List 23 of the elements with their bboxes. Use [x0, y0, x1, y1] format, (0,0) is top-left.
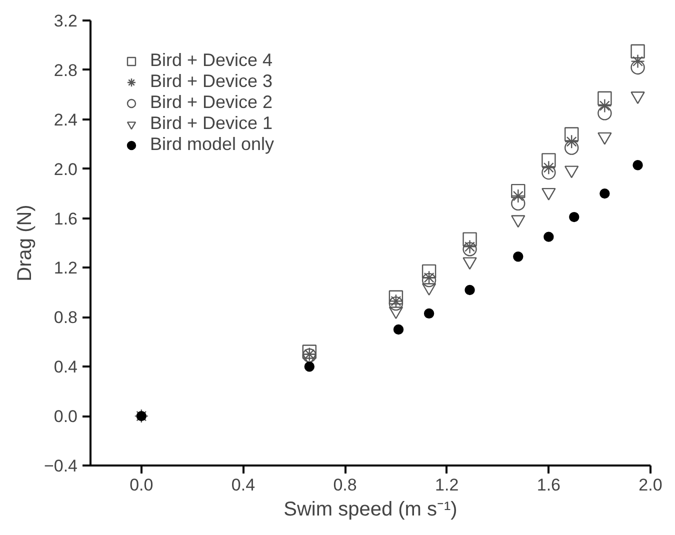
y-tick-label: 1.2 [54, 258, 78, 278]
y-tick-label: 1.6 [54, 209, 78, 228]
y-tick-label: 0.4 [54, 358, 78, 377]
legend-label: Bird + Device 4 [150, 50, 273, 71]
x-tick-label: 2.0 [638, 476, 662, 494]
legend-label: Bird + Device 3 [150, 71, 273, 92]
y-tick-label: 0.0 [54, 407, 78, 426]
y-tick-label: 2.0 [54, 160, 78, 179]
y-axis-title: Drag (N) [14, 204, 36, 282]
x-tick-label: 0.4 [231, 476, 256, 494]
legend-label: Bird model only [150, 134, 274, 155]
y-tick-label: 0.8 [54, 308, 78, 328]
x-axis-title: Swim speed (m s⁻¹) [284, 498, 458, 520]
legend-label: Bird + Device 2 [150, 92, 273, 113]
y-tick-label: 3.2 [54, 12, 78, 30]
x-tick-label: 1.2 [435, 476, 459, 494]
x-tick-label: 0.8 [333, 476, 357, 494]
x-tick-label: 1.6 [536, 476, 561, 494]
y-tick-label: 2.4 [54, 110, 78, 130]
y-tick-label: 2.8 [54, 60, 78, 80]
x-tick-label: 0.0 [130, 476, 154, 494]
y-tick-label: −0.4 [44, 456, 78, 476]
legend-label: Bird + Device 1 [150, 113, 273, 134]
